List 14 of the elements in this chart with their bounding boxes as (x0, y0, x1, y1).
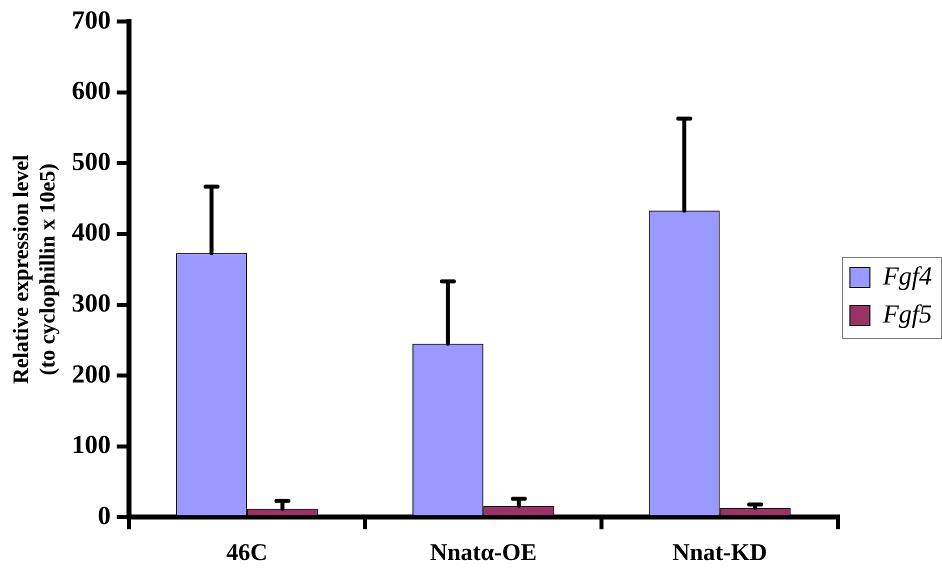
legend-label: Fgf4 (882, 261, 932, 290)
x-tick-label: Nnat-KD (672, 540, 768, 566)
y-tick-label: 700 (72, 5, 111, 34)
y-axis-title: Relative expression level (to cyclophillin x 10e5) (8, 154, 60, 384)
x-tick-label: 46C (226, 540, 268, 566)
legend-label: Fgf5 (882, 299, 932, 328)
x-tick-label: Nnatα-OE (430, 540, 537, 566)
y-tick-label: 0 (98, 500, 111, 530)
y-tick-label: 300 (72, 288, 111, 318)
y-tick-label: 100 (72, 430, 111, 460)
y-tick-label: 400 (72, 218, 111, 247)
y-tick-label: 500 (72, 146, 111, 176)
y-tick-label: 200 (72, 359, 111, 388)
y-tick-label: 600 (72, 76, 111, 106)
